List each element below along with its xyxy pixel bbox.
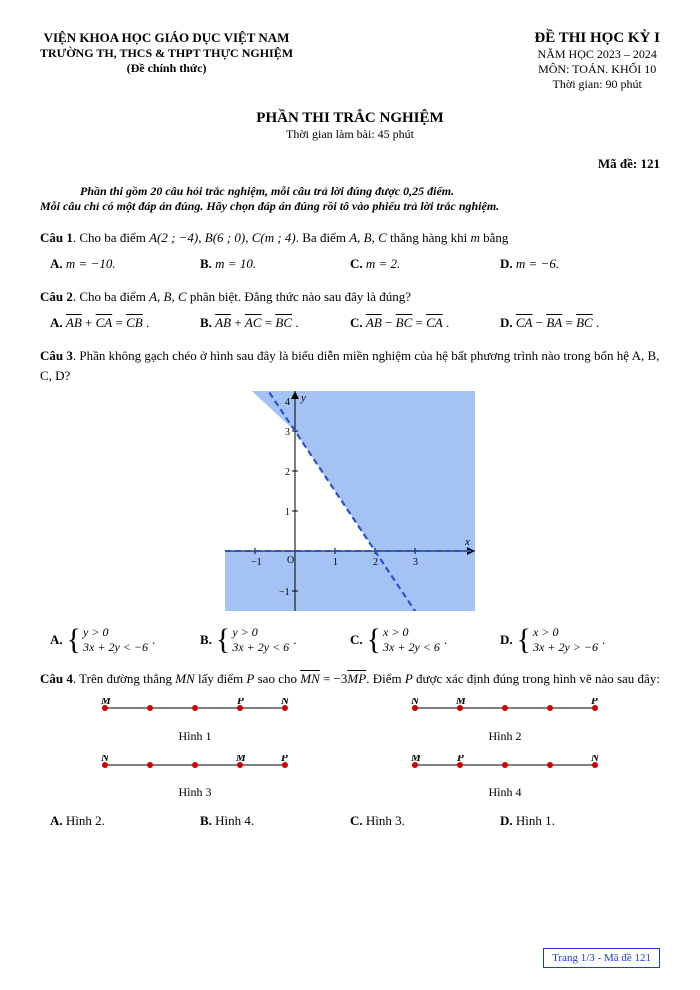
svg-text:P: P — [591, 698, 598, 707]
figure-4: M P N — [405, 755, 605, 775]
svg-text:M: M — [410, 755, 422, 764]
instructions: Phần thi gồm 20 câu hỏi trắc nghiệm, mỗi… — [40, 184, 660, 214]
svg-text:−1: −1 — [279, 587, 290, 598]
question-1: Câu 1. Cho ba điểm A(2 ; −4), B(6 ; 0), … — [40, 228, 660, 273]
subject: MÔN: TOÁN. KHỐI 10 — [534, 62, 660, 77]
svg-text:4: 4 — [285, 397, 290, 408]
svg-text:1: 1 — [333, 557, 338, 568]
q3-chart: −1 1 2 3 1 2 3 4 −1 O x y — [40, 391, 660, 617]
svg-text:N: N — [100, 755, 110, 764]
figure-2: N M P — [405, 698, 605, 718]
q2-options: A. AB + CA = CB . B. AB + AC = BC . C. A… — [40, 313, 660, 333]
svg-text:2: 2 — [285, 467, 290, 478]
svg-text:O: O — [287, 555, 294, 566]
svg-text:N: N — [410, 698, 420, 707]
svg-text:3: 3 — [285, 427, 290, 438]
svg-text:2: 2 — [373, 557, 378, 568]
exam-title: ĐỀ THI HỌC KỲ I — [534, 30, 660, 47]
instruction-line-2: Mỗi câu chỉ có một đáp án đúng. Hãy chọn… — [40, 199, 660, 214]
svg-text:M: M — [455, 698, 467, 707]
svg-text:M: M — [235, 755, 247, 764]
svg-text:M: M — [100, 698, 112, 707]
question-3: Câu 3. Phần không gạch chéo ở hình sau đ… — [40, 346, 660, 655]
exam-code: Mã đề: 121 — [40, 156, 660, 172]
svg-text:N: N — [280, 698, 290, 707]
page-footer: Trang 1/3 - Mã đề 121 — [543, 948, 660, 968]
q4-figures-row-2: N M P Hình 3 M P N Hình 4 — [40, 755, 660, 802]
q4-options: A. Hình 2. B. Hình 4. C. Hình 3. D. Hình… — [40, 811, 660, 831]
svg-text:P: P — [237, 698, 244, 707]
svg-text:3: 3 — [413, 557, 418, 568]
exam-type: (Đề chính thức) — [40, 61, 293, 76]
q4-figures-row-1: M P N Hình 1 N M P Hình 2 — [40, 698, 660, 745]
section-subtitle: Thời gian làm bài: 45 phút — [40, 127, 660, 142]
school-name: TRƯỜNG TH, THCS & THPT THỰC NGHIỆM — [40, 46, 293, 61]
duration: Thời gian: 90 phút — [534, 77, 660, 92]
svg-text:P: P — [457, 755, 464, 764]
svg-text:x: x — [464, 536, 470, 548]
org-name: VIỆN KHOA HỌC GIÁO DỤC VIỆT NAM — [40, 30, 293, 46]
section-title: PHẦN THI TRẮC NGHIỆM — [40, 110, 660, 127]
svg-text:N: N — [590, 755, 600, 764]
school-year: NĂM HỌC 2023 – 2024 — [534, 47, 660, 62]
question-2: Câu 2. Cho ba điểm A, B, C phân biệt. Đẳ… — [40, 287, 660, 332]
question-4: Câu 4. Trên đường thẳng MN lấy điểm P sa… — [40, 669, 660, 831]
figure-1: M P N — [95, 698, 295, 718]
svg-text:y: y — [300, 392, 306, 404]
q3-options: A. {y > 03x + 2y < −6. B. {y > 03x + 2y … — [40, 625, 660, 655]
q1-options: A. m = −10. B. m = 10. C. m = 2. D. m = … — [40, 254, 660, 274]
svg-text:1: 1 — [285, 507, 290, 518]
question-label: Câu 1 — [40, 230, 73, 245]
page-header: VIỆN KHOA HỌC GIÁO DỤC VIỆT NAM TRƯỜNG T… — [40, 30, 660, 92]
figure-3: N M P — [95, 755, 295, 775]
svg-text:P: P — [281, 755, 288, 764]
svg-text:−1: −1 — [251, 557, 262, 568]
instruction-line-1: Phần thi gồm 20 câu hỏi trắc nghiệm, mỗi… — [80, 184, 660, 199]
